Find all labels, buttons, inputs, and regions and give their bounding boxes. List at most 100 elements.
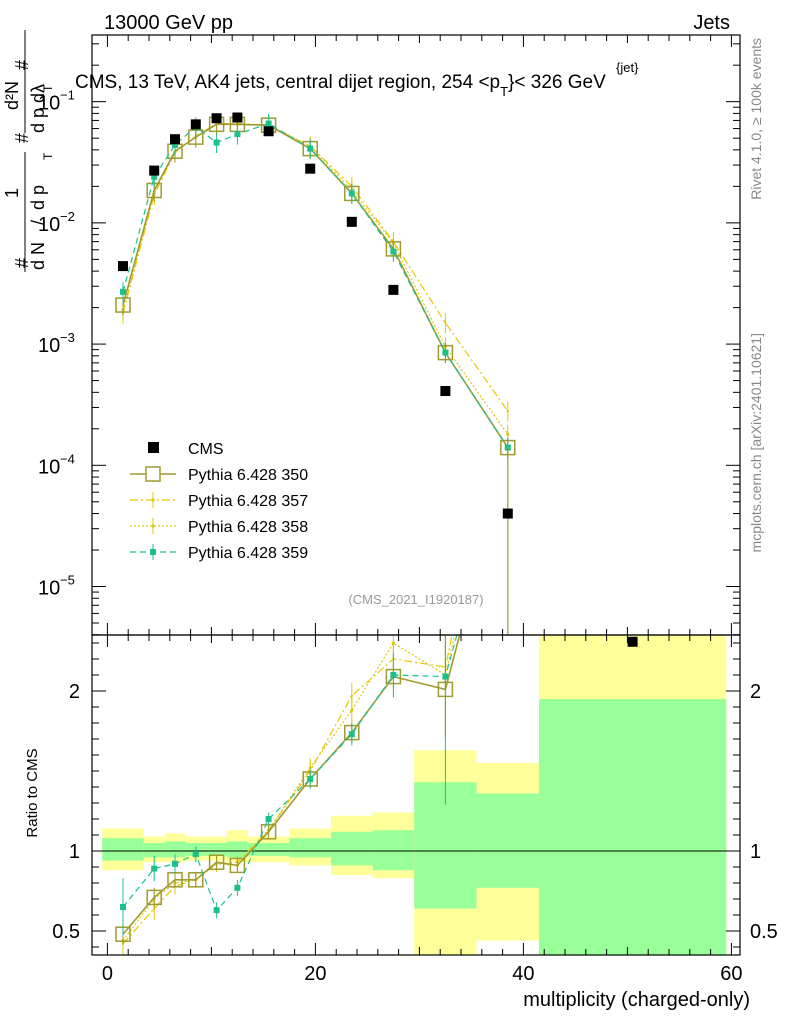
band-green-2 <box>164 841 186 858</box>
band-green-8 <box>331 831 373 866</box>
ratio-point-3-10 <box>442 673 449 680</box>
y-title-dN: d N <box>28 242 48 270</box>
main-point-3-1 <box>151 173 158 180</box>
cms-point-5 <box>232 112 243 123</box>
cms-point-7 <box>305 163 316 174</box>
plot-title-tail: }< 326 GeV <box>508 72 606 93</box>
cms-point-3 <box>190 119 201 130</box>
yr-tick-label-right-1: 1 <box>750 841 761 863</box>
ym-tick-label-2: 10 <box>38 335 60 357</box>
y-title-hash-2: # <box>12 133 32 143</box>
ratio-point-0-5 <box>229 857 246 874</box>
ym-tick-exp-4: −5 <box>60 573 75 588</box>
watermark: (CMS_2021_I1920187) <box>348 592 483 607</box>
ratio-point-3-2 <box>172 860 178 867</box>
band-green-4 <box>206 843 227 856</box>
main-point-3-4 <box>213 139 220 146</box>
legend-label-3: Pythia 6.428 359 <box>188 545 308 562</box>
x-tick-label-2: 40 <box>512 963 534 985</box>
plot-title-sub: T <box>500 84 508 99</box>
side-label-rivet: Rivet 4.1.0, ≥ 100k events <box>748 38 764 200</box>
band-green-7 <box>289 838 331 858</box>
cms-point-2 <box>170 134 180 145</box>
main-point-3-6 <box>265 120 272 127</box>
plot-title-sup: {jet} <box>616 60 639 75</box>
yr-tick-label-right-2: 2 <box>750 681 761 703</box>
legend-marker-1 <box>151 498 155 502</box>
main-clip-group <box>115 113 516 635</box>
yr-tick-label-left-0: 0.5 <box>52 921 80 943</box>
legend-marker-2 <box>151 524 155 528</box>
ratio-point-3-1 <box>151 865 158 872</box>
ratio-point-3-5 <box>234 884 241 891</box>
ratio-point-3-6 <box>265 816 272 822</box>
ratio-point-0-4 <box>208 854 225 870</box>
ratio-point-1-8 <box>350 694 353 697</box>
y-title-one: 1 <box>2 188 22 198</box>
cms-point-10 <box>440 386 451 397</box>
ym-tick-label-0: 10 <box>38 93 60 115</box>
main-point-3-8 <box>348 190 355 197</box>
band-green-6 <box>247 843 290 856</box>
ym-tick-exp-0: −1 <box>60 88 75 103</box>
y-title-d2N: d²N <box>2 81 22 110</box>
y-title-dpdl: d p dλ <box>28 84 48 133</box>
band-green-11 <box>476 793 539 888</box>
ratio-point-2-9 <box>391 641 395 645</box>
legend: CMS Pythia 6.428 350 Pythia 6.428 357 Pythi… <box>130 441 308 562</box>
main-line-0 <box>122 123 509 449</box>
x-axis-title: multiplicity (charged-only) <box>523 989 750 1011</box>
cms-point-4 <box>211 113 222 124</box>
ratio-point-3-4 <box>213 907 220 914</box>
x-tick-label-1: 20 <box>304 963 326 985</box>
main-point-1-10 <box>444 321 447 324</box>
ratio-line-0 <box>122 635 461 935</box>
cms-point-11 <box>502 508 513 519</box>
ratio-point-2-7 <box>308 766 312 770</box>
band-green-9 <box>372 830 415 871</box>
ratio-point-0-1 <box>146 889 162 906</box>
header-left: 13000 GeV pp <box>104 12 233 34</box>
band-green-5 <box>227 841 248 858</box>
yr-tick-label-right-0: 0.5 <box>750 921 778 943</box>
main-point-3-9 <box>390 248 397 255</box>
y-title-dp: d p <box>28 185 48 210</box>
ym-tick-exp-1: −2 <box>60 209 75 224</box>
yr-tick-label-left-1: 1 <box>69 841 80 863</box>
ratio-point-3-8 <box>348 731 355 738</box>
band-green-12 <box>539 699 727 955</box>
main-point-1-11 <box>506 409 509 413</box>
ratio-clip-group <box>115 370 509 955</box>
ym-tick-label-1: 10 <box>38 214 60 236</box>
ratio-point-1-11 <box>507 370 509 372</box>
plot-title-main: CMS, 13 TeV, AK4 jets, central dijet reg… <box>75 72 500 93</box>
legend-marker-0 <box>145 466 161 482</box>
y-title-hash-3: # <box>12 60 32 70</box>
ratio-error-bands <box>92 635 740 955</box>
legend-marker-cms <box>148 442 159 453</box>
header-right: Jets <box>693 12 730 34</box>
y-title-hash-1: # <box>12 258 32 268</box>
ratio-point-0-3 <box>188 872 204 888</box>
legend-label-0: Pythia 6.428 350 <box>188 467 308 484</box>
side-label-mcplots: mcplots.cern.ch [arXiv:2401.10621] <box>748 333 764 552</box>
ym-tick-exp-3: −4 <box>60 451 75 466</box>
ym-tick-label-3: 10 <box>38 456 60 478</box>
main-plot-series <box>115 112 638 647</box>
ratio-plot-series <box>115 370 509 955</box>
legend-label-1: Pythia 6.428 357 <box>188 493 308 510</box>
cms-point-8 <box>346 216 357 227</box>
y-title-T1: T <box>41 152 55 160</box>
ratio-point-3-7 <box>307 776 314 782</box>
ym-tick-label-4: 10 <box>38 578 60 600</box>
ym-tick-exp-2: −3 <box>60 330 75 345</box>
ratio-point-3-3 <box>192 851 199 858</box>
ratio-line-3 <box>122 635 458 912</box>
cms-point-6 <box>263 126 274 137</box>
cms-point-0 <box>118 261 128 272</box>
yr-tick-label-left-2: 2 <box>69 681 80 703</box>
ratio-point-3-9 <box>390 672 397 678</box>
ratio-point-3-0 <box>120 904 126 910</box>
